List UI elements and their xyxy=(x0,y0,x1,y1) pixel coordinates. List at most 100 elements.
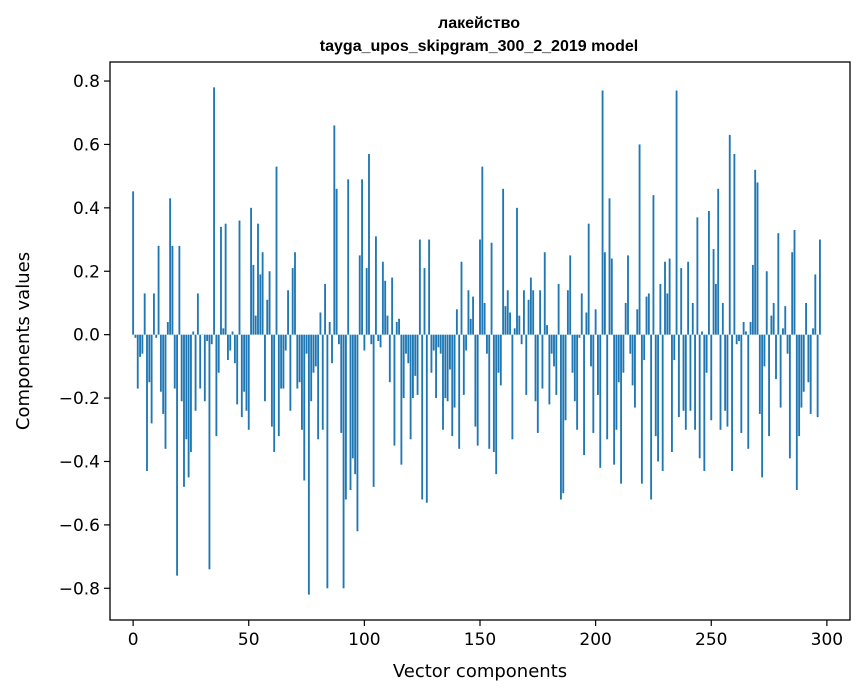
bar xyxy=(580,293,583,335)
bar xyxy=(331,334,333,364)
bar xyxy=(354,334,357,475)
bar xyxy=(483,302,486,335)
bar xyxy=(222,328,225,335)
bar xyxy=(409,334,412,440)
bar xyxy=(599,334,602,468)
bar xyxy=(224,223,227,335)
bar xyxy=(472,296,474,335)
bar xyxy=(326,334,329,589)
bar xyxy=(412,334,414,399)
bar xyxy=(446,334,449,402)
bar xyxy=(779,334,782,408)
bar xyxy=(643,334,646,361)
bar xyxy=(402,334,405,399)
bar xyxy=(557,283,560,335)
bar xyxy=(788,334,791,459)
bar xyxy=(756,182,759,335)
bar xyxy=(677,334,680,418)
bar xyxy=(465,334,468,351)
bar xyxy=(687,261,690,335)
y-tick-label: −0.2 xyxy=(59,389,100,409)
bar xyxy=(384,280,387,335)
bar xyxy=(166,321,169,335)
bar xyxy=(328,321,331,335)
bar xyxy=(728,134,731,335)
bar xyxy=(590,334,592,367)
bar xyxy=(368,153,370,335)
bar xyxy=(712,249,715,335)
bar xyxy=(185,334,188,440)
bar xyxy=(516,207,518,335)
bar xyxy=(416,334,419,395)
bar xyxy=(765,271,768,335)
bar xyxy=(423,268,426,335)
bar xyxy=(363,334,366,351)
bar xyxy=(317,334,320,440)
bar xyxy=(761,334,764,478)
bar xyxy=(805,302,807,335)
bar xyxy=(375,236,377,335)
bar xyxy=(206,334,209,341)
bar xyxy=(238,220,241,335)
bar xyxy=(585,312,588,335)
bar xyxy=(714,283,717,335)
bar xyxy=(583,334,585,456)
bar xyxy=(370,334,373,345)
bar xyxy=(745,331,747,335)
bar xyxy=(490,242,493,335)
bar xyxy=(731,334,733,471)
bar xyxy=(227,334,229,361)
bar xyxy=(536,334,539,433)
bar xyxy=(553,334,555,367)
bar xyxy=(333,125,336,335)
bar xyxy=(210,334,213,345)
bar xyxy=(793,230,796,335)
bar xyxy=(708,211,710,335)
bar xyxy=(576,334,579,430)
bar xyxy=(305,334,308,354)
bar xyxy=(338,334,340,345)
bar xyxy=(654,334,657,437)
bar xyxy=(541,334,544,389)
bar xyxy=(310,334,313,402)
bar xyxy=(395,321,398,335)
bar xyxy=(622,334,625,373)
bar xyxy=(296,334,299,389)
bar xyxy=(312,334,315,373)
bar xyxy=(229,334,232,351)
y-tick-label: −0.8 xyxy=(59,579,100,599)
bar xyxy=(529,277,532,335)
bar xyxy=(358,255,361,335)
bar xyxy=(652,195,655,335)
bar xyxy=(597,334,599,395)
bar xyxy=(735,334,738,345)
bar xyxy=(164,334,167,449)
bar xyxy=(324,283,326,335)
bar xyxy=(680,268,683,335)
x-tick-label: 100 xyxy=(348,630,380,650)
bar xyxy=(233,334,236,364)
bar xyxy=(171,245,174,335)
bar xyxy=(749,321,752,335)
bar xyxy=(159,334,162,392)
bar xyxy=(578,334,581,338)
bar xyxy=(388,334,391,383)
bar xyxy=(638,144,641,335)
bar xyxy=(747,334,750,449)
bar xyxy=(220,226,222,335)
bar xyxy=(758,334,761,414)
bar xyxy=(428,239,431,335)
bar xyxy=(453,334,456,408)
bar xyxy=(335,188,338,335)
bar xyxy=(194,334,197,411)
bar xyxy=(365,268,368,335)
bar xyxy=(694,334,696,430)
bar xyxy=(435,334,437,399)
bar xyxy=(455,309,458,335)
bar xyxy=(301,334,303,430)
bar xyxy=(546,325,548,335)
bar xyxy=(421,334,424,500)
bar xyxy=(650,334,653,500)
bar xyxy=(377,334,380,341)
chart-subtitle: tayga_upos_skipgram_300_2_2019 model xyxy=(320,38,638,55)
